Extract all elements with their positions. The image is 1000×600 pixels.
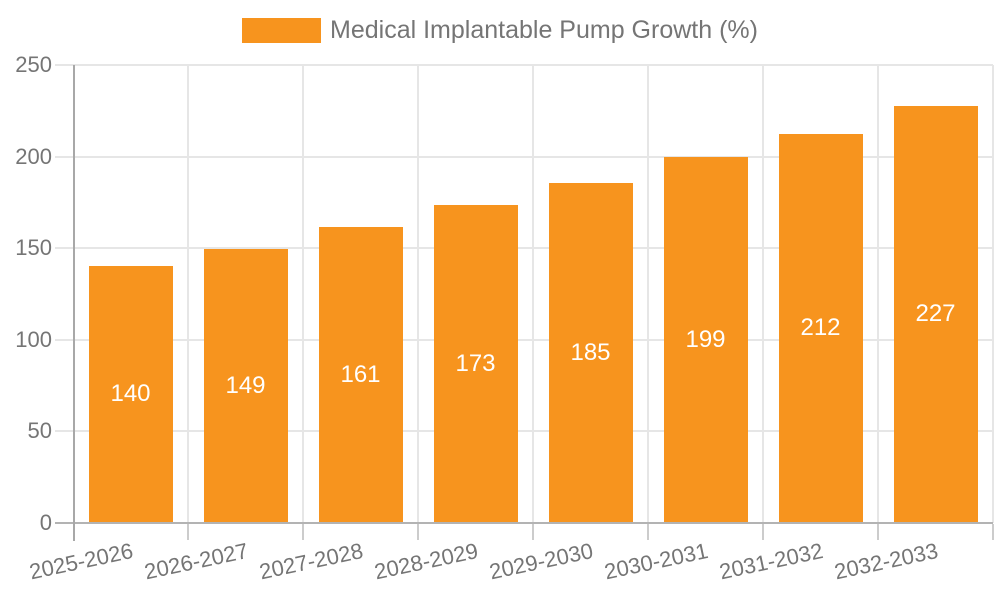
- horizontal-gridline: [55, 338, 993, 341]
- bar-value-label: 173: [455, 349, 496, 377]
- vertical-gridline: [302, 65, 304, 523]
- x-axis-tick-label: 2026-2027: [142, 538, 251, 585]
- x-axis-tick-label: 2027-2028: [257, 538, 366, 585]
- bar: 185: [548, 183, 633, 522]
- bar: 140: [88, 265, 173, 522]
- legend-swatch-icon: [242, 18, 322, 43]
- bar: 199: [663, 157, 748, 522]
- vertical-gridline: [762, 65, 764, 523]
- y-axis-line: [73, 65, 75, 541]
- bar: 161: [318, 227, 403, 522]
- horizontal-gridline: [55, 64, 993, 66]
- bar: 227: [893, 106, 978, 522]
- bar: 173: [433, 205, 518, 522]
- x-axis-tick-label: 2025-2026: [27, 538, 136, 585]
- y-axis-tick-label: 50: [27, 418, 52, 444]
- y-axis-tick-label: 250: [15, 52, 52, 77]
- x-axis-tick-label: 2030-2031: [602, 538, 711, 585]
- x-axis-line: [55, 522, 993, 524]
- vertical-gridline: [992, 65, 994, 523]
- plot-area: 140 149 161 173 185 199 212 227: [55, 64, 994, 541]
- x-axis-tick: [992, 524, 994, 540]
- x-axis-tick: [187, 524, 189, 540]
- x-axis-tick-label: 2029-2030: [487, 538, 596, 585]
- vertical-gridline: [647, 65, 649, 523]
- bar-value-label: 140: [110, 379, 151, 407]
- bar-value-label: 199: [685, 325, 726, 353]
- x-axis-tick: [532, 524, 534, 540]
- bar-value-label: 185: [570, 338, 611, 366]
- chart-legend: Medical Implantable Pump Growth (%): [0, 16, 1000, 45]
- horizontal-gridline: [55, 430, 993, 433]
- x-axis-tick-label: 2031-2032: [717, 538, 826, 585]
- vertical-gridline: [417, 65, 419, 523]
- y-axis-tick-label: 200: [15, 143, 52, 169]
- bar: 212: [778, 133, 863, 522]
- horizontal-gridline: [55, 247, 993, 250]
- x-axis-tick-label: 2032-2033: [832, 538, 941, 585]
- bar-value-label: 212: [800, 313, 841, 341]
- bar-value-label: 227: [915, 300, 956, 328]
- vertical-gridline: [877, 65, 879, 523]
- vertical-gridline: [532, 65, 534, 523]
- bar-value-label: 149: [225, 371, 266, 399]
- bar: 149: [203, 249, 288, 522]
- x-axis-tick: [417, 524, 419, 540]
- y-axis-tick-label: 150: [15, 235, 52, 261]
- x-axis-tick: [877, 524, 879, 540]
- horizontal-gridline: [55, 155, 993, 158]
- x-axis-tick-label: 2028-2029: [372, 538, 481, 585]
- x-axis-tick: [647, 524, 649, 540]
- y-axis-tick-label: 0: [39, 510, 52, 535]
- x-axis-tick: [762, 524, 764, 540]
- bar-value-label: 161: [340, 360, 381, 388]
- y-axis-tick-label: 100: [15, 326, 52, 352]
- vertical-gridline: [187, 65, 189, 523]
- legend-label: Medical Implantable Pump Growth (%): [330, 16, 758, 44]
- x-axis-tick: [302, 524, 304, 540]
